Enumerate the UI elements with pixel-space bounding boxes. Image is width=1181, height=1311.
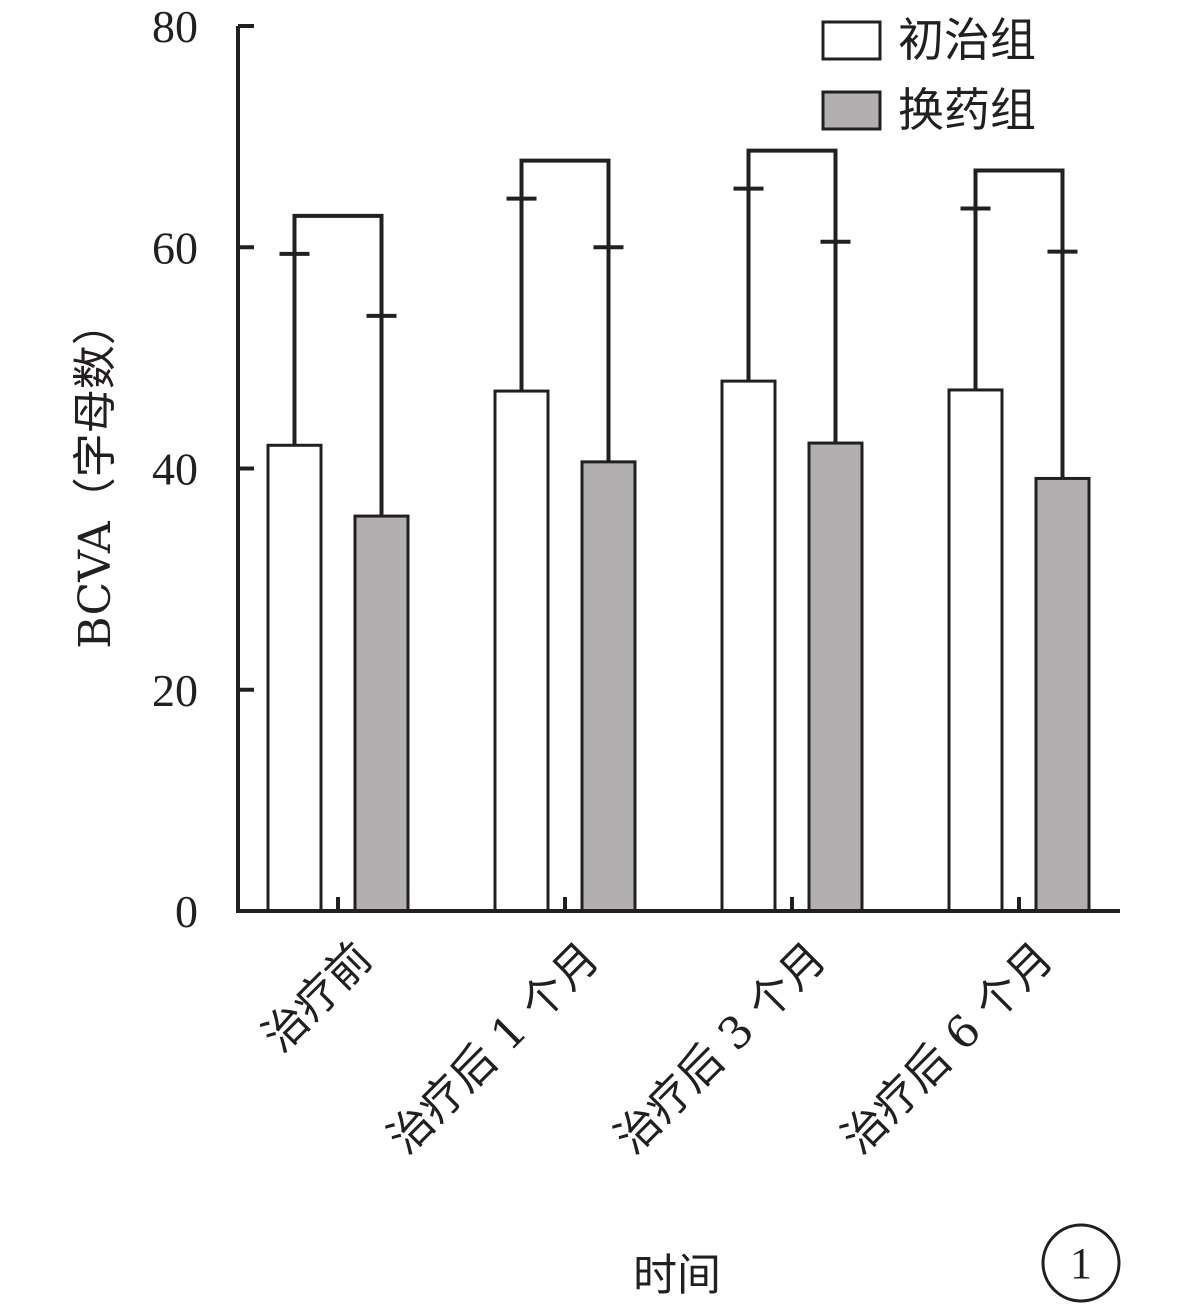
- legend-label-1: 换药组: [898, 83, 1036, 137]
- y-tick-label-2: 40: [152, 444, 198, 495]
- legend-swatch-0: [821, 20, 882, 61]
- bar-initial-1: [493, 389, 550, 913]
- panel-label-circle: [1041, 1223, 1121, 1303]
- bar-switch-2: [807, 441, 864, 913]
- legend-label-0: 初治组: [898, 13, 1036, 67]
- legend-swatch-1: [821, 90, 882, 131]
- bar-initial-3: [947, 388, 1004, 913]
- y-tick-label-4: 80: [152, 1, 198, 52]
- significance-bracket-0: [292, 213, 384, 316]
- x-tick-label-1: 治疗后 1 个月: [378, 933, 609, 1164]
- x-tick-label-3: 治疗后 6 个月: [832, 933, 1063, 1164]
- significance-bracket-3: [973, 168, 1065, 252]
- bar-initial-0: [266, 443, 323, 913]
- bar-switch-0: [353, 514, 410, 913]
- y-tick-label-0: 0: [175, 886, 198, 937]
- bar-switch-3: [1034, 476, 1091, 913]
- bar-initial-2: [720, 379, 777, 913]
- bars-layer: [266, 379, 1091, 913]
- y-tick-label-1: 20: [152, 665, 198, 716]
- panel-label: 1: [1070, 1239, 1092, 1288]
- x-axis-title: 时间: [633, 1250, 721, 1301]
- x-tick-label-0: 治疗前: [253, 933, 382, 1062]
- bar-switch-1: [580, 460, 637, 913]
- y-axis-title: BCVA（字母数）: [70, 301, 121, 648]
- axes-layer: [236, 24, 1120, 913]
- significance-bracket-1: [519, 158, 611, 248]
- x-tick-label-2: 治疗后 3 个月: [605, 933, 836, 1164]
- significance-bracket-2: [746, 148, 838, 242]
- significance-brackets-layer: [292, 148, 1065, 316]
- y-tick-label-3: 60: [152, 222, 198, 273]
